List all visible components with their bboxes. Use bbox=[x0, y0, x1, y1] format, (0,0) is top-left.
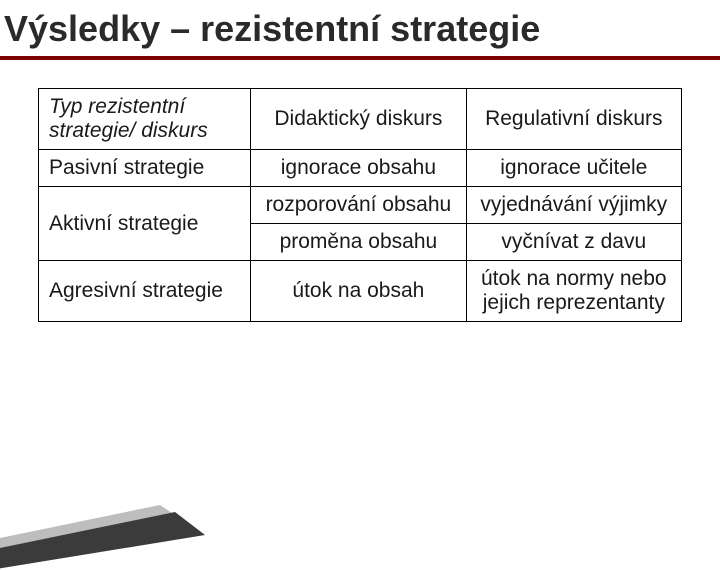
cell-strategy-aggressive: Agresivní strategie bbox=[39, 261, 251, 322]
cell-regulative-passive: ignorace učitele bbox=[466, 150, 681, 187]
cell-didactic-aggressive: útok na obsah bbox=[251, 261, 466, 322]
cell-strategy-active: Aktivní strategie bbox=[39, 187, 251, 261]
table-container: Typ rezistentní strategie/ diskurs Didak… bbox=[0, 88, 720, 322]
header-regulative: Regulativní diskurs bbox=[466, 89, 681, 150]
header-didactic: Didaktický diskurs bbox=[251, 89, 466, 150]
cell-regulative-active-1: vyjednávání výjimky bbox=[466, 187, 681, 224]
table-header-row: Typ rezistentní strategie/ diskurs Didak… bbox=[39, 89, 682, 150]
cell-didactic-passive: ignorace obsahu bbox=[251, 150, 466, 187]
cell-didactic-active-2: proměna obsahu bbox=[251, 224, 466, 261]
table-row: Aktivní strategie rozporování obsahu vyj… bbox=[39, 187, 682, 224]
table-row: Agresivní strategie útok na obsah útok n… bbox=[39, 261, 682, 322]
cell-didactic-active-1: rozporování obsahu bbox=[251, 187, 466, 224]
cell-regulative-active-2: vyčnívat z davu bbox=[466, 224, 681, 261]
corner-accent-icon bbox=[0, 490, 220, 570]
table-row: Pasivní strategie ignorace obsahu ignora… bbox=[39, 150, 682, 187]
strategies-table: Typ rezistentní strategie/ diskurs Didak… bbox=[38, 88, 682, 322]
title-underline bbox=[0, 56, 720, 60]
header-type: Typ rezistentní strategie/ diskurs bbox=[39, 89, 251, 150]
page-title: Výsledky – rezistentní strategie bbox=[0, 0, 720, 56]
cell-strategy-passive: Pasivní strategie bbox=[39, 150, 251, 187]
cell-regulative-aggressive: útok na normy nebo jejich reprezentanty bbox=[466, 261, 681, 322]
